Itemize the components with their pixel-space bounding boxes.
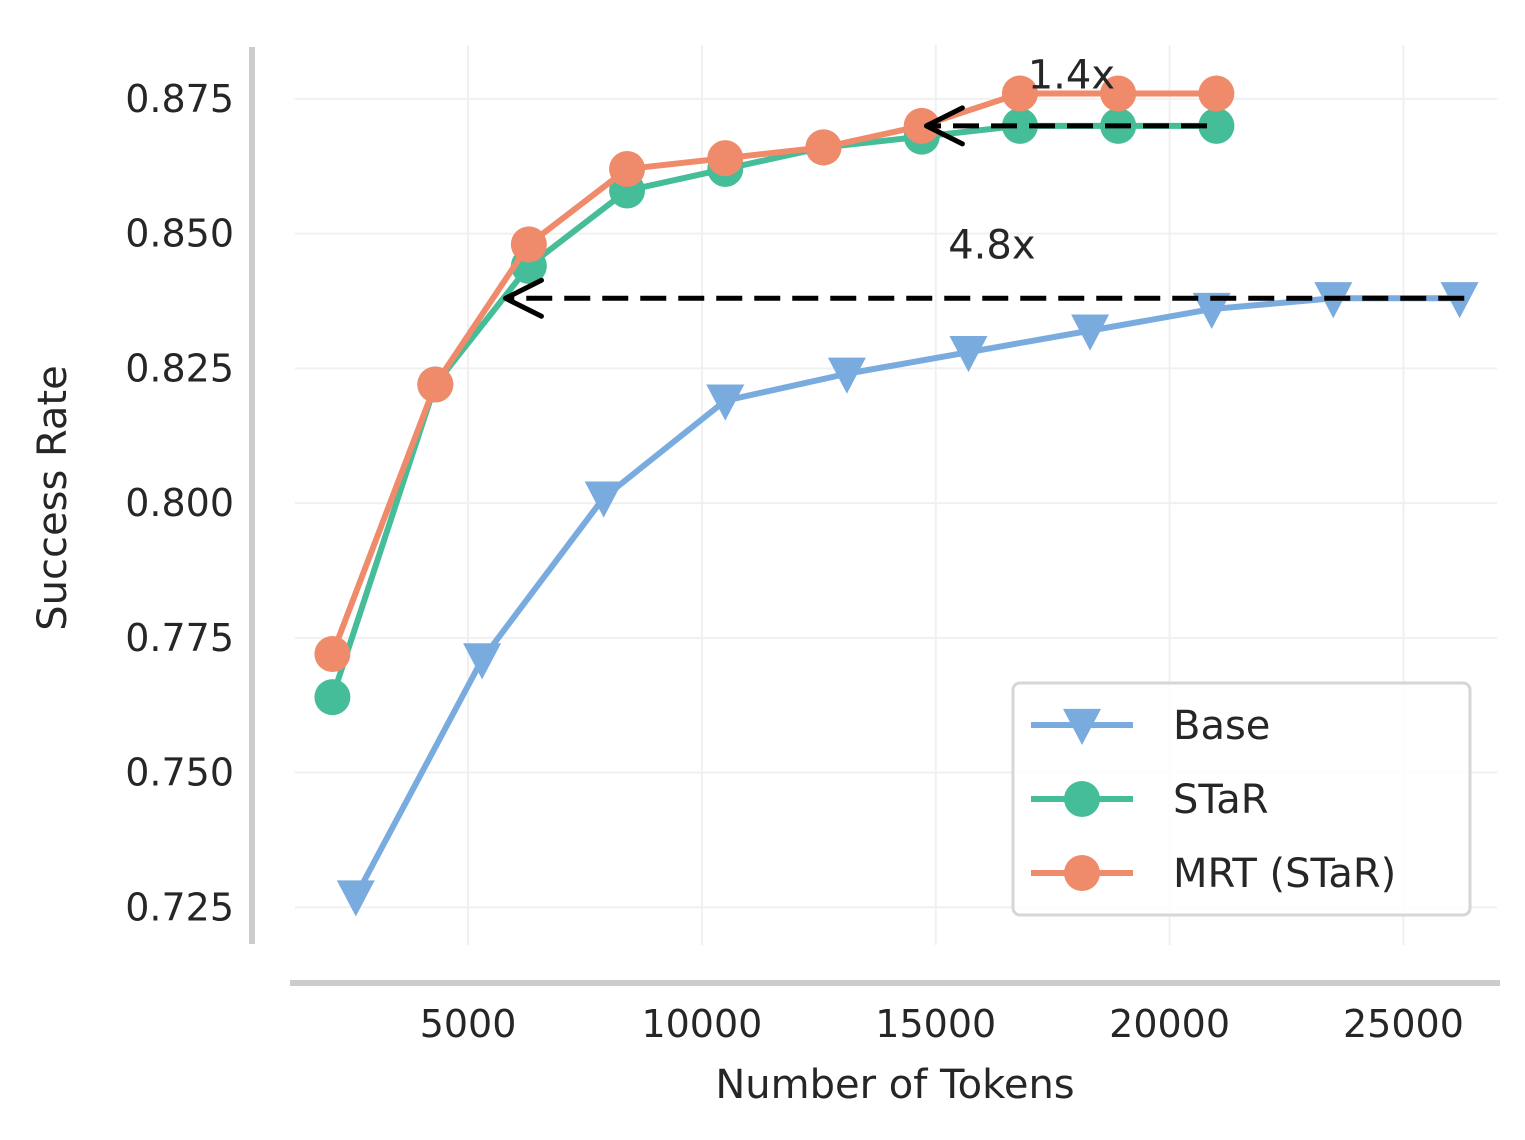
annotations: 1.4x 4.8x — [502, 53, 1465, 319]
data-point-star — [314, 679, 351, 716]
x-tick-label: 25000 — [1343, 1002, 1464, 1046]
series-mrt-star — [314, 75, 1235, 672]
data-point-base — [463, 643, 502, 680]
data-point-mrt-star — [314, 635, 351, 672]
y-tick-label: 0.850 — [125, 212, 234, 256]
legend-entry-star: STaR — [1031, 777, 1269, 823]
x-tick-label: 5000 — [420, 1002, 517, 1046]
series-line-base — [352, 295, 1463, 900]
data-point-mrt-star — [609, 150, 646, 187]
legend-entry-base: Base — [1031, 703, 1270, 749]
data-point-base — [1071, 314, 1110, 351]
data-point-base — [949, 336, 988, 373]
data-point-mrt-star — [1100, 75, 1137, 112]
data-point-mrt-star — [510, 226, 547, 263]
axes-spines — [249, 47, 1500, 986]
x-tick-label: 20000 — [1109, 1002, 1230, 1046]
data-point-mrt-star — [707, 140, 744, 177]
data-point-base — [336, 880, 375, 917]
data-point-base — [827, 357, 866, 394]
annotation-0: 1.4x — [923, 53, 1208, 147]
grid — [295, 45, 1497, 945]
legend-entry-mrt-star: MRT (STaR) — [1031, 851, 1396, 897]
data-point-mrt-star — [417, 366, 454, 403]
x-tick-label: 15000 — [875, 1002, 996, 1046]
legend-box — [1011, 681, 1472, 917]
data-point-mrt-star — [1001, 75, 1038, 112]
y-tick-label: 0.725 — [125, 885, 234, 929]
legend-label-mrt-star: MRT (STaR) — [1173, 851, 1396, 897]
annotation-1: 4.8x — [502, 222, 1465, 319]
y-axis-label: Success Rate — [30, 365, 76, 630]
annotation-label: 4.8x — [948, 222, 1035, 268]
legend: Base STaR MRT (STaR) — [1011, 681, 1472, 917]
legend-marker-mrt-star — [1064, 855, 1100, 891]
annotation-arrowhead — [923, 105, 965, 147]
data-point-base — [1192, 292, 1231, 330]
y-tick-label: 0.750 — [125, 751, 234, 795]
legend-label-star: STaR — [1173, 777, 1269, 823]
annotation-arrowhead — [502, 277, 544, 319]
data-point-star — [1001, 107, 1038, 144]
series-line-star — [329, 122, 1220, 701]
annotation-label: 1.4x — [1028, 53, 1115, 99]
legend-label-base: Base — [1173, 703, 1270, 749]
data-point-star — [1198, 107, 1235, 144]
legend-marker-base — [1063, 708, 1101, 745]
series-line-mrt-star — [329, 90, 1220, 657]
y-tick-label: 0.775 — [125, 616, 234, 660]
y-tick-label: 0.875 — [125, 77, 234, 121]
data-point-base — [584, 481, 623, 518]
data-point-mrt-star — [1198, 75, 1235, 112]
tick-labels: 5000 10000 15000 20000 25000 0.725 0.750 0.775 0… — [125, 77, 1464, 1046]
x-axis-label: Number of Tokens — [715, 1062, 1074, 1108]
data-point-mrt-star — [903, 107, 940, 144]
legend-marker-star — [1064, 781, 1100, 817]
data-point-base — [706, 384, 745, 421]
series-star — [314, 107, 1235, 716]
y-tick-label: 0.800 — [125, 481, 234, 525]
data-point-mrt-star — [805, 129, 842, 166]
x-tick-label: 10000 — [641, 1002, 762, 1046]
y-tick-label: 0.825 — [125, 346, 234, 390]
